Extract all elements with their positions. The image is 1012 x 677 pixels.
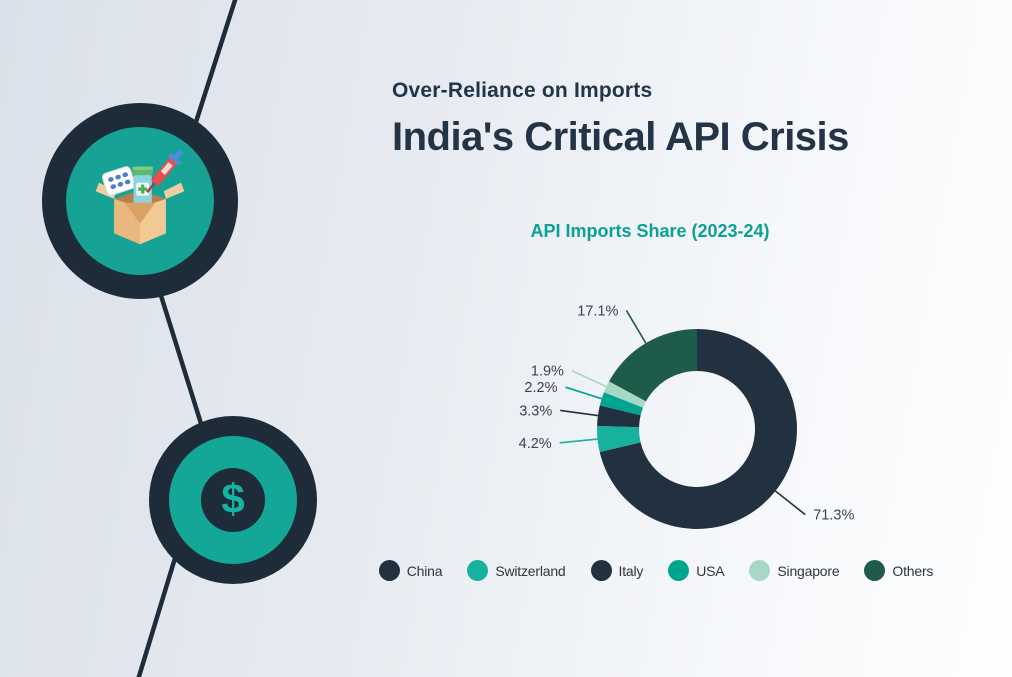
dollar-badge-core: $ xyxy=(201,468,265,532)
legend-label-others: Others xyxy=(892,562,934,579)
legend-item-china: China xyxy=(378,560,443,581)
legend-item-singapore: Singapore xyxy=(749,560,840,581)
leader-line-singapore xyxy=(571,369,607,388)
legend-swatch-italy xyxy=(590,560,612,581)
slice-switzerland xyxy=(597,425,641,453)
slice-usa xyxy=(599,392,644,416)
legend-label-china: China xyxy=(406,562,443,579)
chart-legend: China Switzerland Italy USA Singapore Others xyxy=(346,560,966,581)
leader-line-switzerland xyxy=(559,438,598,444)
page-subtitle: Over-Reliance on Imports xyxy=(392,79,653,102)
legend-swatch-china xyxy=(378,560,400,581)
donut-chart: 71.3% 4.2% 3.3% 2.2%1.9% 17.1% xyxy=(519,303,854,529)
legend-label-switzerland: Switzerland xyxy=(495,562,566,579)
heading-block: Over-Reliance on Imports India's Critica… xyxy=(392,79,849,160)
dollar-badge-ring: $ xyxy=(169,436,297,564)
leader-line-usa xyxy=(565,386,602,400)
pct-label-china: 71.3% xyxy=(813,508,854,524)
dollar-badge: $ xyxy=(149,416,317,584)
medicine-box-icon xyxy=(95,149,185,245)
legend-item-switzerland: Switzerland xyxy=(467,560,566,581)
medicine-box-badge-inner xyxy=(66,127,214,275)
syringe-icon xyxy=(146,149,184,193)
legend-swatch-singapore xyxy=(749,560,771,581)
blister-pack-icon xyxy=(101,166,136,196)
leader-line-italy xyxy=(560,409,599,417)
slice-others xyxy=(609,329,697,402)
legend-item-usa: USA xyxy=(668,560,725,581)
leader-line-others xyxy=(625,310,647,344)
medicine-box-badge xyxy=(42,103,238,299)
legend-swatch-switzerland xyxy=(467,560,489,581)
leader-line-china xyxy=(774,490,806,516)
pct-label-others: 17.1% xyxy=(577,303,618,319)
slice-singapore xyxy=(604,381,646,408)
legend-label-singapore: Singapore xyxy=(777,562,840,579)
slice-china xyxy=(599,329,797,529)
page-title: India's Critical API Crisis xyxy=(392,115,849,159)
pct-label-switzerland: 4.2% xyxy=(519,436,552,452)
medicine-jar-icon xyxy=(132,166,153,205)
legend-item-others: Others xyxy=(864,560,933,581)
chart-title: API Imports Share (2023-24) xyxy=(530,221,770,241)
slice-italy xyxy=(597,405,641,428)
dollar-icon: $ xyxy=(221,475,245,522)
legend-swatch-others xyxy=(864,560,886,581)
legend-label-usa: USA xyxy=(696,562,725,579)
pct-label-usa: 2.2% xyxy=(524,380,557,396)
pct-label-italy: 3.3% xyxy=(519,403,552,419)
legend-item-italy: Italy xyxy=(590,560,644,581)
pct-label-singapore: 1.9% xyxy=(531,364,564,380)
legend-swatch-usa xyxy=(668,560,690,581)
legend-label-italy: Italy xyxy=(618,562,644,579)
